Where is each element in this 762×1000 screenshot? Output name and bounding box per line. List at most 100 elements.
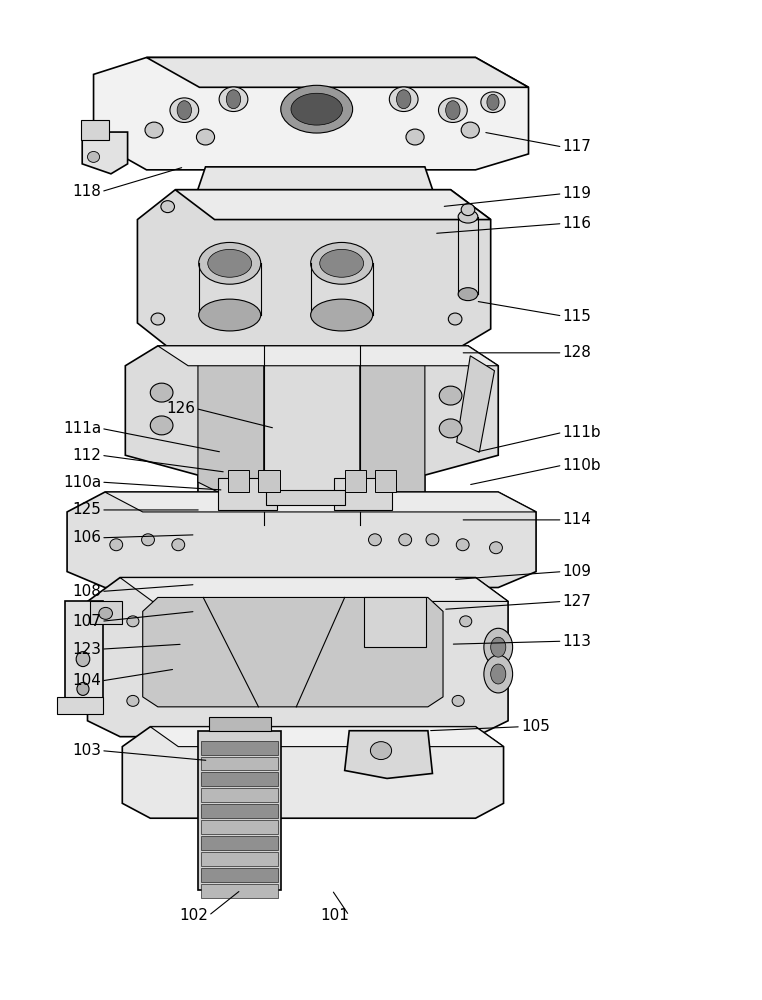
Ellipse shape — [389, 87, 418, 112]
Text: 106: 106 — [72, 530, 101, 545]
Ellipse shape — [311, 242, 373, 284]
Text: 105: 105 — [521, 719, 550, 734]
Ellipse shape — [172, 539, 184, 551]
Text: 117: 117 — [562, 139, 591, 154]
Text: 116: 116 — [562, 216, 591, 231]
Text: 114: 114 — [562, 512, 591, 527]
Ellipse shape — [280, 85, 353, 133]
Ellipse shape — [438, 98, 467, 122]
Polygon shape — [209, 717, 271, 731]
Text: 108: 108 — [72, 584, 101, 599]
Polygon shape — [90, 601, 122, 624]
Polygon shape — [219, 478, 277, 510]
Ellipse shape — [458, 210, 478, 223]
Ellipse shape — [439, 419, 462, 438]
Polygon shape — [201, 741, 278, 755]
Circle shape — [177, 101, 191, 120]
Polygon shape — [201, 836, 278, 850]
Ellipse shape — [291, 93, 342, 125]
Polygon shape — [81, 120, 109, 140]
Text: 104: 104 — [72, 673, 101, 688]
Text: 128: 128 — [562, 345, 591, 360]
Ellipse shape — [76, 652, 90, 667]
Ellipse shape — [459, 616, 472, 627]
Polygon shape — [375, 470, 396, 492]
Text: 111a: 111a — [63, 421, 101, 436]
Polygon shape — [201, 788, 278, 802]
Text: 127: 127 — [562, 594, 591, 609]
Polygon shape — [57, 697, 103, 714]
Polygon shape — [344, 731, 433, 778]
Ellipse shape — [458, 288, 478, 301]
Text: 126: 126 — [167, 401, 196, 416]
Ellipse shape — [99, 607, 113, 619]
Ellipse shape — [320, 249, 363, 277]
Polygon shape — [175, 190, 491, 220]
Ellipse shape — [199, 299, 261, 331]
Text: 113: 113 — [562, 634, 591, 649]
Ellipse shape — [199, 242, 261, 284]
Ellipse shape — [150, 416, 173, 435]
Ellipse shape — [369, 534, 381, 546]
Text: 110b: 110b — [562, 458, 601, 473]
Ellipse shape — [481, 92, 505, 113]
Ellipse shape — [461, 122, 479, 138]
Polygon shape — [266, 490, 344, 505]
Circle shape — [484, 655, 513, 693]
Ellipse shape — [110, 539, 123, 551]
Ellipse shape — [489, 542, 502, 554]
Ellipse shape — [88, 151, 100, 162]
Text: 107: 107 — [72, 614, 101, 629]
Ellipse shape — [456, 539, 469, 551]
Text: 110a: 110a — [63, 475, 101, 490]
Text: 123: 123 — [72, 642, 101, 657]
Polygon shape — [201, 852, 278, 866]
Circle shape — [226, 90, 241, 109]
Polygon shape — [120, 578, 508, 601]
Polygon shape — [456, 356, 495, 452]
Polygon shape — [364, 597, 427, 647]
Polygon shape — [88, 578, 508, 737]
Polygon shape — [142, 597, 443, 707]
Polygon shape — [67, 492, 536, 588]
Ellipse shape — [145, 122, 163, 138]
Circle shape — [484, 628, 513, 666]
Polygon shape — [122, 727, 504, 818]
Polygon shape — [94, 57, 529, 170]
Ellipse shape — [461, 204, 475, 216]
Ellipse shape — [208, 249, 251, 277]
Ellipse shape — [448, 313, 462, 325]
Ellipse shape — [439, 386, 462, 405]
Circle shape — [491, 664, 506, 684]
Ellipse shape — [150, 383, 173, 402]
Polygon shape — [125, 346, 498, 535]
Text: 118: 118 — [72, 184, 101, 199]
Ellipse shape — [161, 201, 174, 213]
Ellipse shape — [151, 313, 165, 325]
Text: 115: 115 — [562, 309, 591, 324]
Text: 103: 103 — [72, 743, 101, 758]
Ellipse shape — [219, 87, 248, 112]
Polygon shape — [201, 757, 278, 770]
Polygon shape — [158, 346, 498, 366]
Polygon shape — [198, 731, 281, 890]
Polygon shape — [65, 601, 103, 704]
Circle shape — [446, 101, 460, 120]
Ellipse shape — [406, 129, 424, 145]
Ellipse shape — [126, 616, 139, 627]
Polygon shape — [82, 132, 127, 174]
Polygon shape — [146, 57, 529, 87]
Text: 101: 101 — [320, 908, 349, 923]
Polygon shape — [201, 804, 278, 818]
Circle shape — [396, 90, 411, 109]
Text: 111b: 111b — [562, 425, 601, 440]
Text: 102: 102 — [180, 908, 209, 923]
Text: 112: 112 — [72, 448, 101, 463]
Ellipse shape — [197, 129, 215, 145]
Ellipse shape — [370, 742, 392, 760]
Ellipse shape — [426, 534, 439, 546]
Text: 109: 109 — [562, 564, 591, 579]
Polygon shape — [201, 868, 278, 882]
Polygon shape — [228, 470, 249, 492]
Ellipse shape — [142, 534, 155, 546]
